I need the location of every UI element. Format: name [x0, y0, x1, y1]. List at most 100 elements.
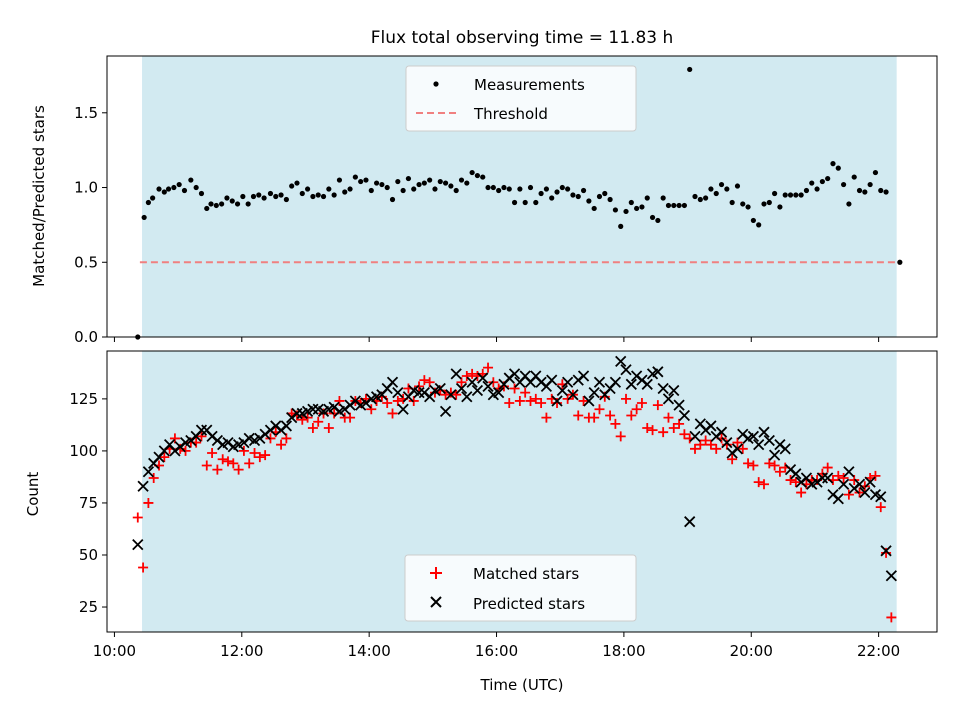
matched-star-point [307, 423, 318, 434]
measurement-point [331, 192, 337, 198]
measurement-point [867, 181, 873, 188]
matched-star-point [737, 443, 748, 454]
measurement-point [543, 186, 550, 192]
measurement-point [485, 184, 491, 191]
predicted-star-point [413, 386, 425, 399]
measurement-point [750, 217, 756, 224]
measurement-point [761, 201, 767, 207]
predicted-star-point [763, 434, 775, 447]
matched-star-point [387, 408, 398, 419]
measurement-point [527, 184, 534, 191]
predicted-star-point [615, 355, 627, 368]
predicted-star-point [434, 382, 446, 395]
matched-star-point [658, 427, 669, 438]
y-tick-label: 25 [79, 598, 98, 616]
predicted-star-point [482, 380, 494, 393]
measurement-point [453, 187, 459, 194]
measurement-point [596, 193, 603, 200]
y-tick-label: 100 [69, 442, 98, 460]
y-tick-label: 0.5 [74, 253, 98, 271]
measurement-point [851, 174, 857, 180]
matched-star-point [467, 368, 478, 379]
matched-star-point [419, 375, 430, 386]
matched-star-point [700, 435, 711, 446]
predicted-star-point [593, 376, 606, 388]
measurement-point [448, 183, 454, 189]
measurement-point [389, 196, 396, 203]
top-panel-marks [135, 66, 903, 340]
measurement-point [181, 187, 188, 194]
matched-star-point [334, 395, 345, 406]
bottom-y-axis-label: Count [24, 472, 42, 517]
measurement-point [549, 195, 555, 201]
matched-star-point [743, 458, 754, 469]
matched-star-point [143, 497, 154, 508]
matched-star-point [382, 398, 393, 409]
measurement-point [395, 178, 401, 185]
measurement-point [575, 193, 581, 200]
matched-star-point [573, 410, 584, 421]
predicted-star-point [662, 393, 675, 405]
measurement-point [150, 195, 156, 201]
measurement-point [639, 204, 645, 210]
predicted-star-point [291, 407, 303, 420]
predicted-star-point [461, 391, 473, 403]
measurement-point [165, 186, 172, 192]
measurement-point [234, 201, 241, 207]
measurement-point [442, 180, 449, 186]
predicted-star-point [620, 364, 632, 376]
measurement-point [580, 187, 587, 194]
matched-star-point [148, 472, 159, 483]
predicted-star-point [546, 374, 558, 386]
matched-star-point [838, 472, 849, 483]
top-legend: Measurements Threshold [405, 65, 637, 132]
matched-star-point [668, 423, 679, 434]
measurement-point [538, 190, 544, 197]
legend-predicted-marker [430, 596, 442, 608]
matched-star-point [254, 452, 265, 463]
matched-star-point [169, 433, 180, 444]
legend-measurements-marker [433, 81, 439, 87]
matched-star-point [605, 410, 616, 421]
predicted-star-point [562, 376, 574, 388]
predicted-star-point [837, 478, 850, 490]
measurement-point [798, 192, 804, 198]
predicted-star-point [668, 384, 680, 397]
measurement-point [814, 186, 820, 192]
matched-star-point [785, 475, 796, 486]
matched-star-point [642, 423, 653, 434]
predicted-star-point [779, 443, 791, 455]
predicted-star-point [673, 399, 685, 411]
matched-star-point [732, 437, 743, 448]
matched-star-point [833, 470, 844, 481]
bottom-axes-frame [106, 350, 938, 633]
matched-star-point [366, 404, 377, 415]
predicted-star-point [657, 382, 669, 395]
predicted-star-point [853, 478, 866, 490]
y-tick-label: 0.0 [74, 328, 98, 346]
measurement-point [416, 181, 422, 188]
matched-star-point [260, 450, 271, 461]
measurement-point [267, 190, 274, 197]
matched-star-point [233, 464, 244, 475]
matched-star-point [212, 464, 223, 475]
measurement-point [872, 169, 879, 176]
predicted-star-point [758, 426, 770, 438]
measurement-point [718, 181, 725, 188]
measurement-point [145, 199, 151, 206]
matched-star-point [875, 502, 886, 513]
measurement-point [803, 187, 810, 194]
matched-star-point [520, 387, 531, 398]
measurement-point [793, 192, 799, 198]
measurement-point [501, 184, 507, 191]
measurement-point [671, 202, 677, 209]
matched-star-point [711, 443, 722, 454]
predicted-star-point [477, 372, 489, 384]
top-panel: 0.0 0.5 1.0 1.5 Matched/Predicted stars Mea… [30, 55, 938, 346]
x-axis-label: Time (UTC) [480, 676, 564, 694]
measurement-point [692, 193, 698, 200]
measurement-point [856, 187, 863, 194]
matched-star-point [541, 412, 552, 423]
measurement-point [772, 190, 778, 197]
measurement-point [517, 186, 523, 192]
